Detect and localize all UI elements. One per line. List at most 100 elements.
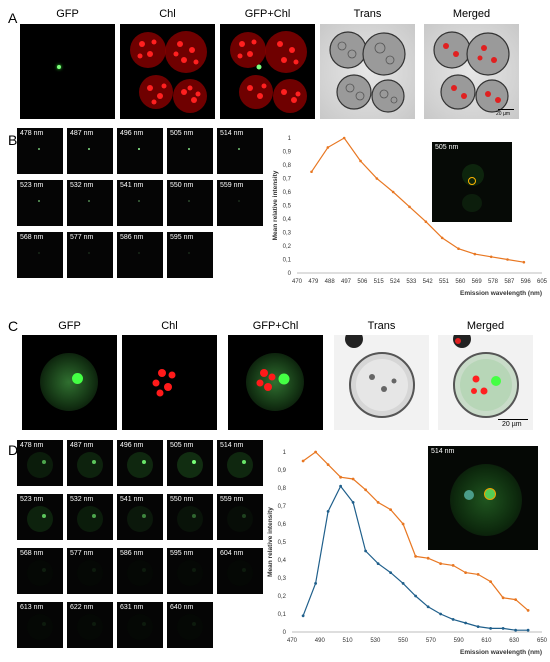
- y-axis-label: Mean relative intensity: [272, 170, 279, 240]
- spectral-tile-label: 496 nm: [120, 130, 144, 137]
- x-tick-label: 605: [537, 279, 548, 285]
- x-tick-label: 470: [287, 638, 298, 644]
- x-tick-label: 650: [537, 638, 548, 644]
- data-point: [376, 562, 380, 565]
- data-point: [364, 488, 368, 492]
- panel-d-chart-svg: 0 0,1 0,2 0,3 0,4 0,5 0,6 0,7 0,8 0,9 1 470 490 510 53…: [267, 450, 548, 656]
- panel-b-inset-label: 505 nm: [435, 144, 459, 151]
- data-point: [301, 459, 305, 463]
- data-point: [473, 252, 477, 256]
- spectral-tile-label: 505 nm: [170, 130, 194, 137]
- y-tick-label: 0,6: [278, 522, 287, 528]
- spectral-tile: 559 nm: [217, 180, 263, 226]
- x-axis-label: Emission wavelength (nm): [460, 649, 542, 656]
- x-tick-label: 550: [398, 638, 409, 644]
- spectral-tile-label: 640 nm: [170, 604, 194, 611]
- spectral-tile-label: 586 nm: [120, 550, 144, 557]
- spectral-tile: 595 nm: [167, 232, 213, 278]
- x-tick-label: 560: [455, 279, 466, 285]
- spectral-tile-label: 604 nm: [220, 550, 244, 557]
- data-point: [310, 170, 313, 174]
- panel-a-letter: A: [8, 10, 18, 26]
- y-tick-label: 0,5: [278, 540, 287, 546]
- spectral-tile: 514 nm: [217, 128, 263, 174]
- data-point: [401, 522, 405, 526]
- spectral-tile-label: 514 nm: [220, 442, 244, 449]
- x-tick-label: 630: [509, 638, 520, 644]
- data-point: [301, 614, 305, 618]
- x-axis-label: Emission wavelength (nm): [460, 290, 542, 297]
- y-tick-label: 0,7: [278, 504, 287, 510]
- panel-d-tile-grid: 478 nm 487 nm 496 nm 505 nm 514 nm 523 nm 532 …: [17, 440, 277, 655]
- data-point: [389, 571, 393, 574]
- data-point: [439, 612, 443, 616]
- x-tick-label: 490: [315, 638, 326, 644]
- spectral-tile-label: 550 nm: [170, 496, 194, 503]
- data-point: [364, 549, 368, 553]
- x-tick-label: 510: [343, 638, 354, 644]
- data-point: [464, 571, 468, 574]
- spectral-tile: 505 nm: [167, 128, 213, 174]
- y-tick-label: 0,9: [283, 150, 292, 156]
- panel-c-scale-label: 20 µm: [502, 421, 522, 428]
- spectral-tile-label: 496 nm: [120, 442, 144, 449]
- data-point: [342, 136, 346, 140]
- data-point: [489, 255, 493, 259]
- panel-b-letter: B: [8, 132, 18, 148]
- data-point: [314, 450, 318, 454]
- x-tick-label: 497: [341, 279, 352, 285]
- panel-c-label-trans: Trans: [367, 320, 396, 332]
- panel-a-scale-label: 20 µm: [496, 111, 510, 117]
- spectral-tile-label: 523 nm: [20, 496, 44, 503]
- spectral-tile-label: 586 nm: [120, 234, 144, 241]
- spectral-tile: 568 nm: [17, 548, 63, 594]
- spectral-tile: 595 nm: [167, 548, 213, 594]
- y-tick-label: 0,1: [278, 612, 287, 618]
- x-tick-label: 551: [439, 279, 450, 285]
- x-tick-label: 587: [504, 279, 515, 285]
- y-tick-label: 0,2: [283, 244, 292, 250]
- spectral-tile: 523 nm: [17, 180, 63, 226]
- spectral-tile-label: 541 nm: [120, 182, 144, 189]
- panel-c-label-chl: Chl: [161, 320, 178, 332]
- spectral-tile-label: 568 nm: [20, 234, 44, 241]
- spectral-tile-label: 577 nm: [70, 550, 94, 557]
- x-tick-label: 515: [374, 279, 385, 285]
- data-point: [424, 220, 428, 223]
- spectral-tile-label: 523 nm: [20, 182, 44, 189]
- spectral-tile: 541 nm: [117, 180, 163, 226]
- panel-c-merged-image: 20 µm: [438, 335, 533, 430]
- data-point: [526, 628, 530, 632]
- spectral-tile: 613 nm: [17, 602, 63, 648]
- spectral-tile-label: 541 nm: [120, 496, 144, 503]
- data-point: [339, 484, 343, 488]
- panel-b-chart: 0 0,1 0,2 0,3 0,4 0,5 0,6 0,7 0,8 0,9 1 470 479 488 49…: [265, 128, 550, 303]
- data-point: [351, 501, 355, 504]
- data-point: [514, 598, 518, 601]
- spectral-tile: 487 nm: [67, 440, 113, 486]
- panel-c-label-merged: Merged: [466, 320, 505, 332]
- panel-c-trans-image: [334, 335, 429, 430]
- x-tick-label: 506: [357, 279, 368, 285]
- panel-d-inset-image: 514 nm: [428, 446, 538, 550]
- spectral-tile: 505 nm: [167, 440, 213, 486]
- data-point: [414, 555, 418, 558]
- y-tick-label: 0,6: [283, 190, 292, 196]
- data-point: [375, 177, 379, 180]
- spectral-tile: 577 nm: [67, 548, 113, 594]
- spectral-tile-label: 505 nm: [170, 442, 194, 449]
- spectral-tile: 550 nm: [167, 180, 213, 226]
- data-point: [314, 582, 318, 585]
- panel-d-letter: D: [8, 442, 19, 458]
- data-point: [522, 260, 526, 264]
- spectral-tile-label: 595 nm: [170, 550, 194, 557]
- x-tick-label: 596: [521, 279, 532, 285]
- y-tick-label: 0: [288, 271, 292, 277]
- spectral-tile: 523 nm: [17, 494, 63, 540]
- x-tick-label: 530: [370, 638, 381, 644]
- panel-a-gfp-chl-image: [220, 24, 315, 119]
- data-point: [414, 594, 418, 598]
- y-tick-label: 0,8: [278, 486, 287, 492]
- spectral-tile-label: 487 nm: [70, 442, 94, 449]
- data-point: [326, 463, 330, 466]
